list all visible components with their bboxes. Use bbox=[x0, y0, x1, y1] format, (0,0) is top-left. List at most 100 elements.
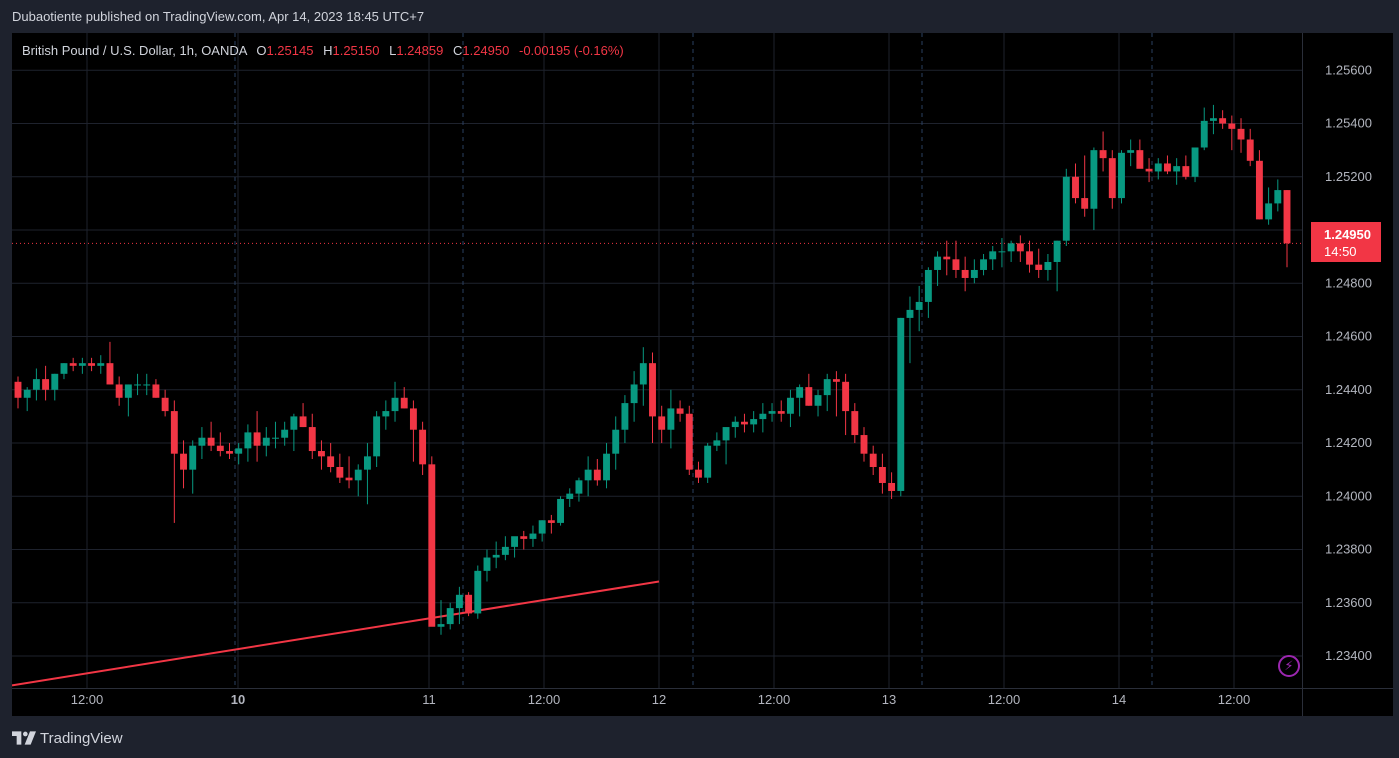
tradingview-brand: TradingView bbox=[40, 729, 123, 747]
candle bbox=[1246, 128, 1254, 167]
candle bbox=[262, 427, 270, 457]
candle-body bbox=[805, 387, 813, 406]
candle-body bbox=[124, 384, 132, 398]
candle bbox=[409, 400, 417, 462]
candle bbox=[511, 536, 519, 558]
candle-body bbox=[465, 594, 473, 614]
candle-body bbox=[373, 416, 381, 457]
last-price: 1.24950 bbox=[1324, 227, 1371, 242]
candle bbox=[575, 477, 583, 502]
candle bbox=[649, 352, 656, 444]
candle bbox=[391, 381, 399, 422]
candle bbox=[226, 443, 233, 460]
candle bbox=[483, 549, 491, 582]
candle bbox=[980, 253, 987, 276]
candle-body bbox=[1108, 158, 1116, 199]
candle-body bbox=[952, 259, 960, 270]
candle bbox=[1173, 158, 1181, 185]
candle-body bbox=[1127, 150, 1135, 153]
candle-body bbox=[1062, 176, 1070, 241]
candle-body bbox=[860, 435, 868, 454]
candle bbox=[1283, 190, 1291, 268]
candle-body bbox=[42, 379, 50, 390]
y-tick-label: 1.24600 bbox=[1325, 329, 1372, 344]
candle bbox=[1219, 110, 1227, 129]
candle bbox=[869, 445, 877, 475]
candle bbox=[1191, 147, 1199, 183]
candle-body bbox=[1191, 147, 1199, 177]
candle bbox=[97, 355, 105, 374]
candle bbox=[106, 341, 114, 385]
candle bbox=[777, 400, 785, 422]
candle-body bbox=[492, 554, 500, 558]
tradingview-logo-icon bbox=[12, 731, 36, 745]
candle bbox=[419, 421, 427, 475]
candle-body bbox=[1044, 261, 1052, 270]
candle bbox=[851, 403, 859, 444]
candle bbox=[1209, 104, 1217, 135]
y-tick-label: 1.24400 bbox=[1325, 382, 1372, 397]
candle bbox=[639, 347, 647, 406]
candle bbox=[32, 368, 40, 401]
candle bbox=[1255, 150, 1263, 220]
x-tick-label: 12:00 bbox=[71, 692, 104, 707]
candle bbox=[915, 285, 923, 332]
candle-body bbox=[1209, 118, 1217, 121]
candle-body bbox=[869, 453, 877, 468]
candle-body bbox=[143, 384, 151, 386]
chart-pane[interactable]: 1.256001.254001.252001.250001.248001.246… bbox=[12, 33, 1393, 716]
candle-body bbox=[998, 251, 1006, 253]
candle-body bbox=[584, 469, 592, 481]
candle-body bbox=[676, 408, 684, 414]
candle-body bbox=[198, 437, 206, 446]
candle-body bbox=[621, 403, 629, 430]
candle-body bbox=[1200, 120, 1208, 148]
candle-body bbox=[1090, 150, 1098, 209]
candle bbox=[832, 371, 840, 417]
publisher-header: Dubaotiente published on TradingView.com… bbox=[12, 9, 425, 24]
candle bbox=[566, 488, 574, 507]
candle-body bbox=[299, 416, 307, 428]
candle-body bbox=[170, 411, 178, 454]
candle-body bbox=[437, 624, 445, 627]
candle-body bbox=[115, 384, 123, 398]
candle-body bbox=[842, 381, 850, 412]
candle bbox=[1053, 240, 1061, 292]
candle-body bbox=[741, 421, 748, 425]
candle-body bbox=[897, 317, 905, 491]
candle bbox=[952, 240, 960, 278]
candle-body bbox=[78, 363, 86, 366]
candle bbox=[501, 536, 509, 561]
candle-body bbox=[814, 395, 822, 406]
candle-body bbox=[327, 456, 335, 468]
candle-body bbox=[60, 363, 68, 374]
candle bbox=[1274, 179, 1282, 212]
candle bbox=[124, 384, 132, 417]
candle-body bbox=[180, 453, 187, 470]
grid bbox=[12, 33, 1302, 688]
candle bbox=[805, 373, 813, 406]
candle-body bbox=[1182, 166, 1190, 177]
candle bbox=[198, 427, 206, 460]
candle-body bbox=[1099, 150, 1107, 159]
candle bbox=[235, 443, 243, 465]
candle bbox=[924, 267, 932, 318]
symbol-legend: British Pound / U.S. Dollar, 1h, OANDA O… bbox=[22, 43, 624, 58]
candle bbox=[134, 373, 141, 396]
candle bbox=[888, 472, 896, 499]
candlestick-chart[interactable]: 1.256001.254001.252001.250001.248001.246… bbox=[12, 33, 1393, 716]
candle-body bbox=[639, 363, 647, 385]
candle-body bbox=[226, 451, 233, 454]
candle-body bbox=[1053, 240, 1061, 262]
candle bbox=[42, 365, 50, 401]
candle-body bbox=[1007, 243, 1015, 252]
candle bbox=[593, 459, 601, 486]
candle-body bbox=[906, 309, 914, 318]
candle bbox=[465, 592, 473, 617]
lightning-alert-icon[interactable]: ⚡ bbox=[1278, 655, 1300, 677]
candle-body bbox=[1173, 166, 1181, 172]
candle bbox=[143, 373, 151, 396]
candle bbox=[759, 403, 767, 433]
candle-body bbox=[685, 413, 693, 470]
candle bbox=[741, 413, 748, 433]
